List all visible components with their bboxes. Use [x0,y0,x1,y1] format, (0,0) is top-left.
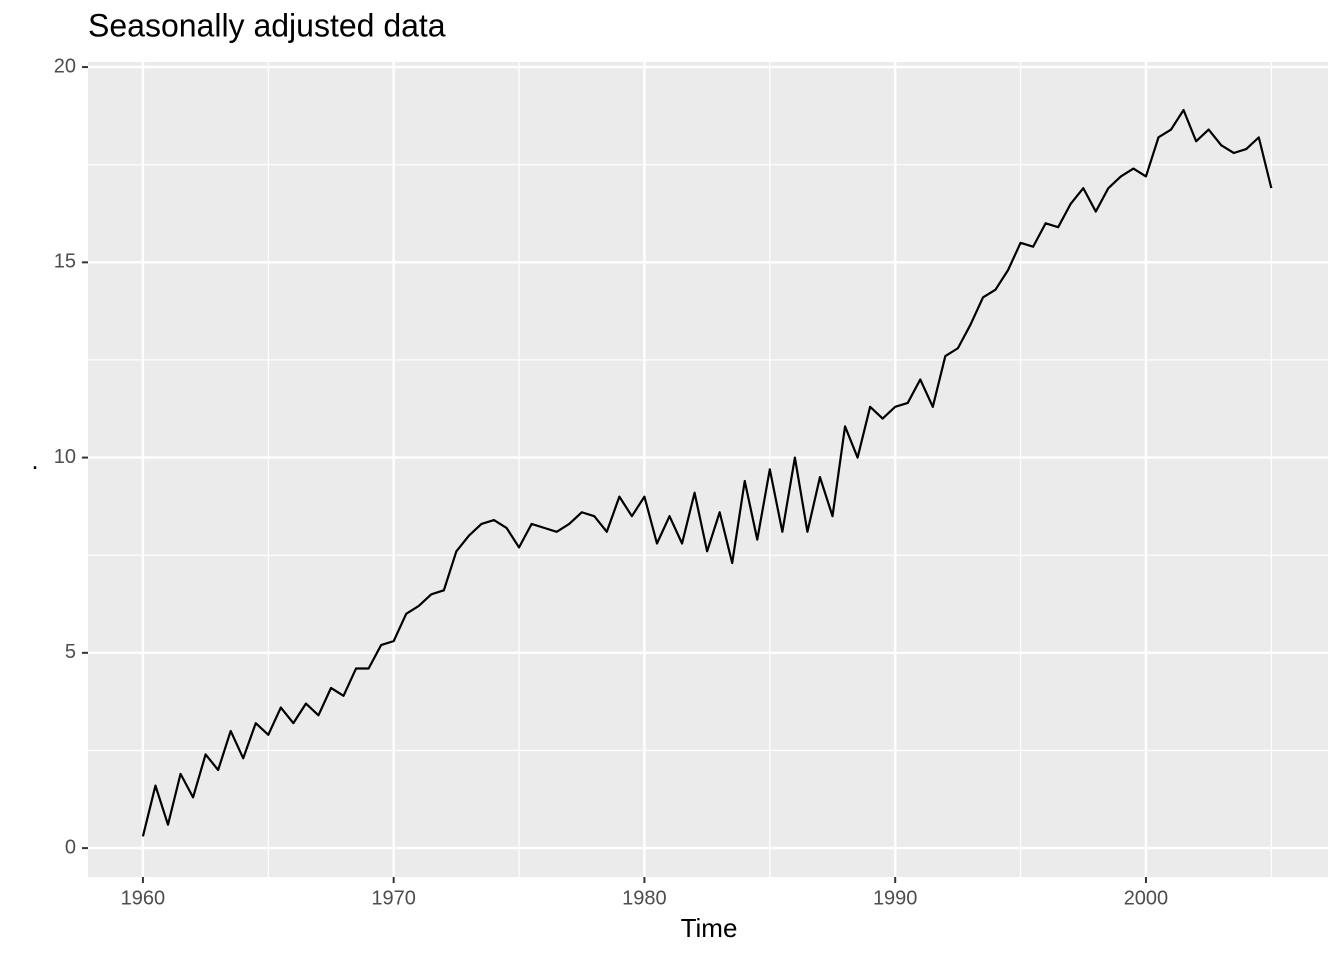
y-tick-label: 10 [54,446,76,468]
x-tick-label: 2000 [1124,887,1169,909]
y-tick-label: 15 [54,251,76,273]
y-tick-label: 20 [54,55,76,77]
x-tick-label: 1990 [873,887,918,909]
x-tick-label: 1980 [622,887,667,909]
y-axis-title: . [31,445,38,475]
x-tick-label: 1960 [121,887,166,909]
x-tick-label: 1970 [371,887,416,909]
y-tick-label: 0 [65,836,76,858]
panel [88,62,1328,877]
y-tick-label: 5 [65,641,76,663]
x-axis-title: Time [681,913,738,943]
chart-title: Seasonally adjusted data [88,7,446,43]
line [141,108,1273,837]
